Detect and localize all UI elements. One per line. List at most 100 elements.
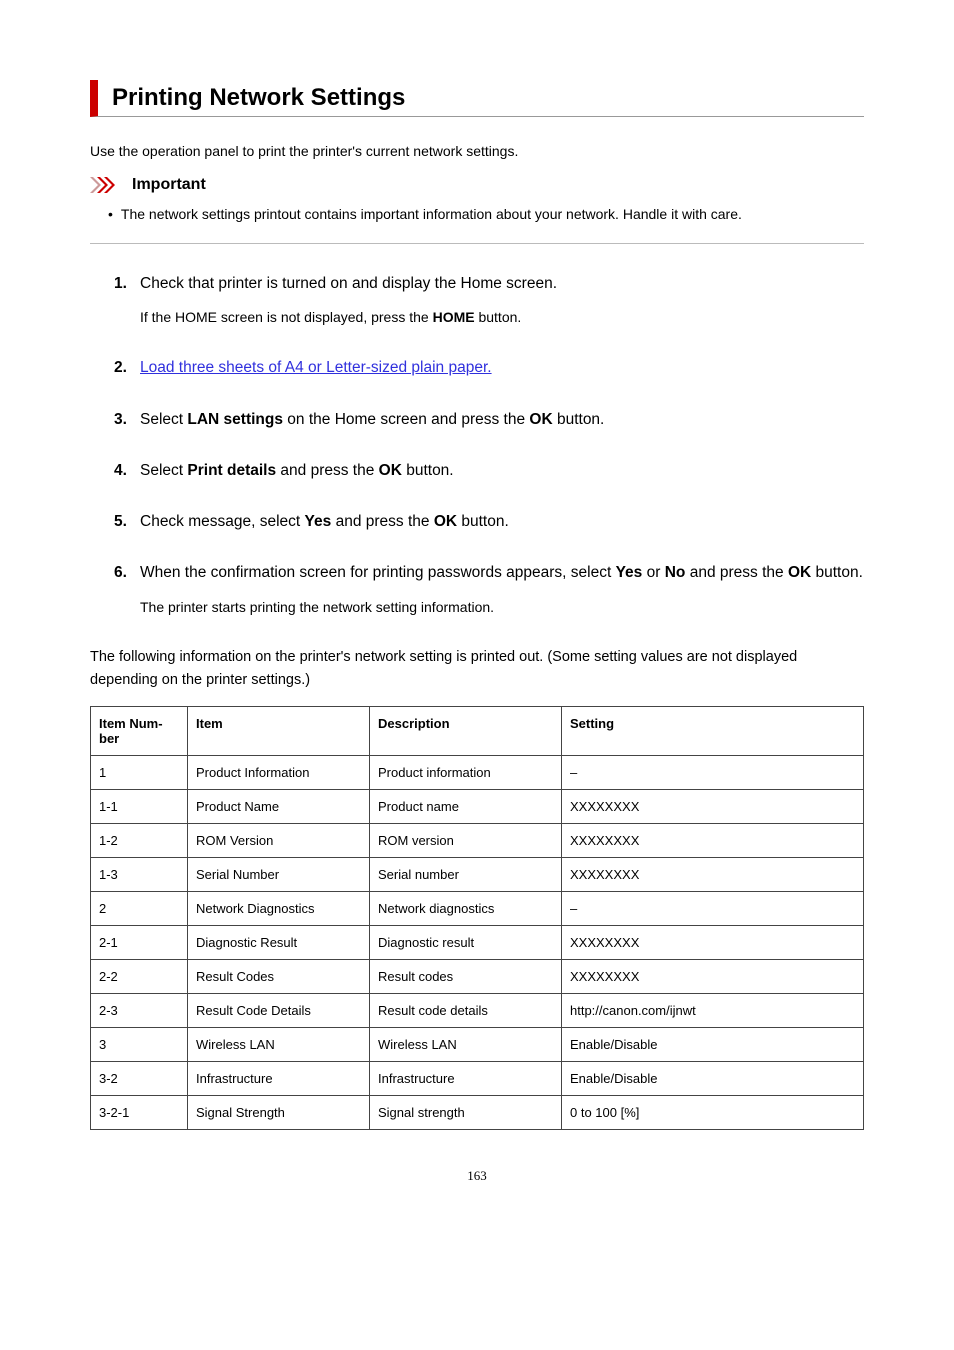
table-cell: Result codes xyxy=(370,959,562,993)
table-cell: 1-2 xyxy=(91,823,188,857)
table-cell: XXXXXXXX xyxy=(562,925,864,959)
table-row: 2-2Result CodesResult codesXXXXXXXX xyxy=(91,959,864,993)
table-row: 3-2InfrastructureInfrastructureEnable/Di… xyxy=(91,1061,864,1095)
step-item: 1.Check that printer is turned on and di… xyxy=(90,272,864,328)
bullet-dot: • xyxy=(108,204,113,225)
table-row: 2-1Diagnostic ResultDiagnostic resultXXX… xyxy=(91,925,864,959)
table-cell: Signal Strength xyxy=(188,1095,370,1129)
table-cell: Wireless LAN xyxy=(188,1027,370,1061)
page-title: Printing Network Settings xyxy=(112,84,864,112)
table-header-setting: Setting xyxy=(562,706,864,755)
table-row: 1Product InformationProduct information– xyxy=(91,755,864,789)
step-item: 2.Load three sheets of A4 or Letter-size… xyxy=(90,356,864,379)
step-line: 1.Check that printer is turned on and di… xyxy=(114,272,864,295)
table-cell: Infrastructure xyxy=(370,1061,562,1095)
table-cell: 3 xyxy=(91,1027,188,1061)
table-cell: – xyxy=(562,891,864,925)
table-cell: Diagnostic result xyxy=(370,925,562,959)
table-cell: 2-3 xyxy=(91,993,188,1027)
title-block: Printing Network Settings xyxy=(90,80,864,117)
table-cell: Product information xyxy=(370,755,562,789)
table-cell: Product Name xyxy=(188,789,370,823)
step-number: 2. xyxy=(114,356,136,379)
table-cell: Network Diagnostics xyxy=(188,891,370,925)
step-number: 5. xyxy=(114,510,136,533)
table-cell: 2-1 xyxy=(91,925,188,959)
step-text: Check message, select Yes and press the … xyxy=(140,510,509,533)
step-sub-text: The printer starts printing the network … xyxy=(140,597,864,618)
table-row: 2-3Result Code DetailsResult code detail… xyxy=(91,993,864,1027)
table-cell: XXXXXXXX xyxy=(562,857,864,891)
table-cell: 2-2 xyxy=(91,959,188,993)
step-line: 4.Select Print details and press the OK … xyxy=(114,459,864,482)
table-cell: Product Information xyxy=(188,755,370,789)
table-row: 1-1Product NameProduct nameXXXXXXXX xyxy=(91,789,864,823)
step-line: 2.Load three sheets of A4 or Letter-size… xyxy=(114,356,864,379)
table-body: 1Product InformationProduct information–… xyxy=(91,755,864,1129)
table-cell: Serial Number xyxy=(188,857,370,891)
table-cell: Signal strength xyxy=(370,1095,562,1129)
table-cell: Infrastructure xyxy=(188,1061,370,1095)
table-cell: 1-3 xyxy=(91,857,188,891)
table-cell: http://canon.com/ijnwt xyxy=(562,993,864,1027)
intro-text: Use the operation panel to print the pri… xyxy=(90,141,864,162)
table-cell: Result Code Details xyxy=(188,993,370,1027)
table-cell: 3-2-1 xyxy=(91,1095,188,1129)
post-list-text: The following information on the printer… xyxy=(90,646,864,692)
table-cell: ROM version xyxy=(370,823,562,857)
table-row: 3-2-1Signal StrengthSignal strength0 to … xyxy=(91,1095,864,1129)
table-cell: 3-2 xyxy=(91,1061,188,1095)
table-cell: ROM Version xyxy=(188,823,370,857)
table-cell: XXXXXXXX xyxy=(562,823,864,857)
step-text: Select LAN settings on the Home screen a… xyxy=(140,408,604,431)
step-link[interactable]: Load three sheets of A4 or Letter-sized … xyxy=(140,359,492,376)
step-line: 5.Check message, select Yes and press th… xyxy=(114,510,864,533)
step-number: 3. xyxy=(114,408,136,431)
steps-list: 1.Check that printer is turned on and di… xyxy=(90,272,864,618)
table-header-item-number: Item Num-ber xyxy=(91,706,188,755)
important-icon xyxy=(90,177,124,193)
step-item: 6.When the confirmation screen for print… xyxy=(90,561,864,617)
table-cell: XXXXXXXX xyxy=(562,789,864,823)
step-number: 4. xyxy=(114,459,136,482)
table-cell: Enable/Disable xyxy=(562,1027,864,1061)
table-cell: 1-1 xyxy=(91,789,188,823)
step-item: 3.Select LAN settings on the Home screen… xyxy=(90,408,864,431)
table-cell: Network diagnostics xyxy=(370,891,562,925)
step-item: 5.Check message, select Yes and press th… xyxy=(90,510,864,533)
important-header: Important xyxy=(90,176,864,194)
table-row: 1-3Serial NumberSerial numberXXXXXXXX xyxy=(91,857,864,891)
table-cell: – xyxy=(562,755,864,789)
table-cell: Serial number xyxy=(370,857,562,891)
table-cell: Result code details xyxy=(370,993,562,1027)
table-header-row: Item Num-ber Item Description Setting xyxy=(91,706,864,755)
important-label: Important xyxy=(132,176,206,194)
step-text: Load three sheets of A4 or Letter-sized … xyxy=(140,356,492,379)
table-cell: Product name xyxy=(370,789,562,823)
table-header-description: Description xyxy=(370,706,562,755)
step-sub-text: If the HOME screen is not displayed, pre… xyxy=(140,307,864,328)
table-cell: 1 xyxy=(91,755,188,789)
table-row: 1-2ROM VersionROM versionXXXXXXXX xyxy=(91,823,864,857)
settings-table: Item Num-ber Item Description Setting 1P… xyxy=(90,706,864,1130)
step-number: 1. xyxy=(114,272,136,295)
step-line: 3.Select LAN settings on the Home screen… xyxy=(114,408,864,431)
table-cell: Diagnostic Result xyxy=(188,925,370,959)
table-header-item: Item xyxy=(188,706,370,755)
step-text: Check that printer is turned on and disp… xyxy=(140,272,557,295)
step-number: 6. xyxy=(114,561,136,584)
page-content: Printing Network Settings Use the operat… xyxy=(0,0,954,1244)
table-row: 3Wireless LANWireless LANEnable/Disable xyxy=(91,1027,864,1061)
step-text: Select Print details and press the OK bu… xyxy=(140,459,454,482)
page-number: 163 xyxy=(90,1168,864,1184)
step-text: When the confirmation screen for printin… xyxy=(140,561,863,584)
important-bullet: • The network settings printout contains… xyxy=(90,204,864,225)
step-line: 6.When the confirmation screen for print… xyxy=(114,561,864,584)
important-bullet-text: The network settings printout contains i… xyxy=(121,204,742,225)
table-row: 2Network DiagnosticsNetwork diagnostics– xyxy=(91,891,864,925)
table-cell: 2 xyxy=(91,891,188,925)
table-cell: Result Codes xyxy=(188,959,370,993)
important-block: Important • The network settings printou… xyxy=(90,176,864,244)
table-cell: Wireless LAN xyxy=(370,1027,562,1061)
table-cell: Enable/Disable xyxy=(562,1061,864,1095)
